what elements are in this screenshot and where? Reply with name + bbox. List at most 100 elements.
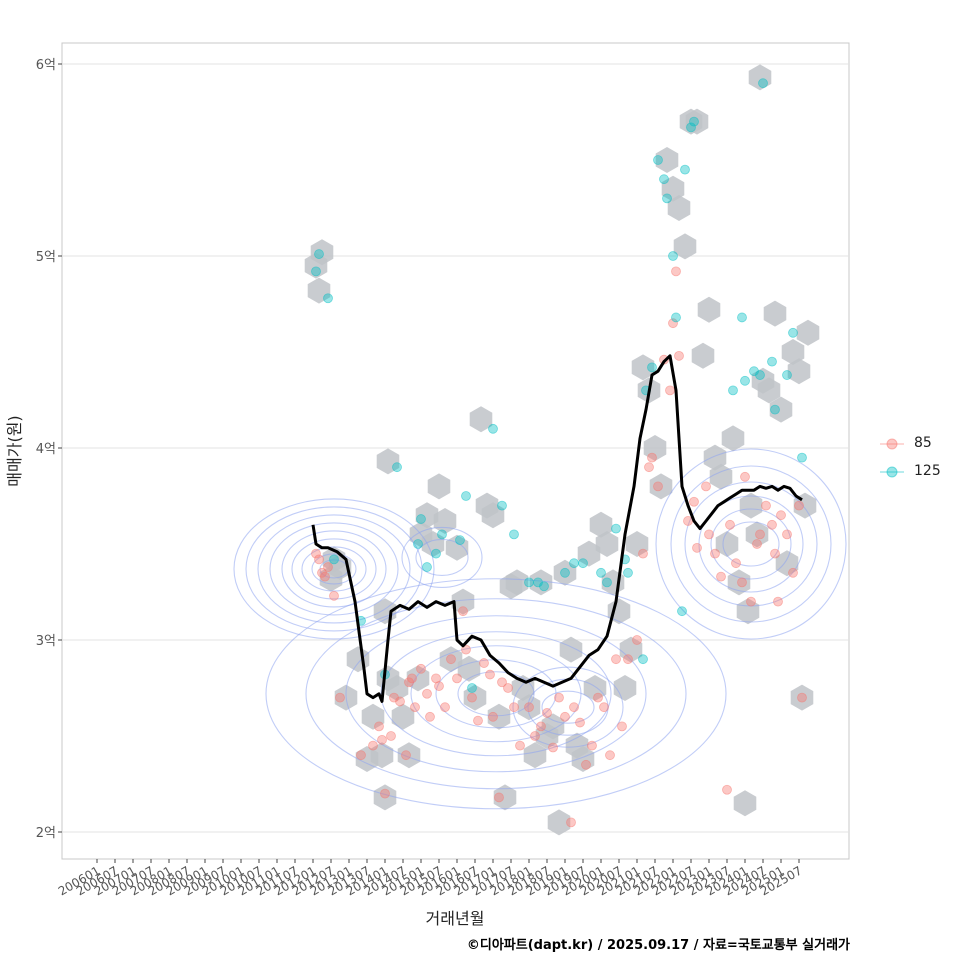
point-125 <box>737 312 747 323</box>
point-85 <box>611 654 621 665</box>
hexbin-cell <box>739 492 763 519</box>
point-125 <box>755 370 765 380</box>
hexbin-cell <box>445 534 469 561</box>
point-85 <box>335 692 345 703</box>
density-contour <box>265 578 727 810</box>
hexbin-cell <box>439 646 463 673</box>
density-contour <box>311 553 357 585</box>
hexbin-cell <box>427 473 451 500</box>
point-85 <box>389 692 399 703</box>
density-contour <box>655 448 847 640</box>
hexbin-cell <box>649 473 673 500</box>
legend-key-85-icon <box>880 438 904 450</box>
point-85 <box>716 571 726 582</box>
point-85 <box>674 350 684 361</box>
point-85 <box>797 692 807 703</box>
hexbin-cell <box>691 342 715 369</box>
point-125 <box>662 193 672 204</box>
hexbin-cell <box>376 448 400 475</box>
hexbin-cell <box>577 540 601 567</box>
point-125 <box>560 567 570 578</box>
point-85 <box>377 734 387 745</box>
point-85 <box>407 673 417 684</box>
point-85 <box>776 510 786 521</box>
point-125 <box>797 452 807 463</box>
point-85 <box>653 481 663 492</box>
hexbin-cell <box>697 296 721 323</box>
point-85 <box>542 708 552 718</box>
point-85 <box>737 577 747 588</box>
point-85 <box>638 548 648 559</box>
density-contour <box>710 508 792 580</box>
point-85 <box>473 715 483 726</box>
hexbin-cell <box>541 713 565 740</box>
point-85 <box>617 721 627 732</box>
point-125 <box>749 366 759 377</box>
point-85 <box>452 673 462 684</box>
hexbin-cell <box>505 569 529 596</box>
point-125 <box>569 558 579 569</box>
point-85 <box>587 740 597 751</box>
point-85 <box>722 784 732 795</box>
hexbin-cell <box>790 684 814 711</box>
point-85 <box>479 658 489 668</box>
point-85 <box>548 742 558 753</box>
point-85 <box>356 750 366 761</box>
point-125 <box>314 249 324 259</box>
point-125 <box>611 523 621 534</box>
point-85 <box>782 529 792 540</box>
point-85 <box>410 702 420 713</box>
density-contour <box>281 530 387 608</box>
point-125 <box>740 375 750 386</box>
point-85 <box>599 702 609 713</box>
density-contour <box>345 615 647 773</box>
point-125 <box>323 293 333 304</box>
point-125 <box>533 577 543 588</box>
y-tick-label: 5억 <box>36 250 56 265</box>
hexbin-cell <box>391 703 415 730</box>
hexbin-cell <box>709 463 733 490</box>
point-85 <box>416 663 426 674</box>
hexbin-cell <box>385 675 409 701</box>
point-85 <box>767 519 777 530</box>
y-tick-label: 4억 <box>36 442 56 457</box>
hexbin-cell <box>685 108 709 135</box>
legend-key-125-icon <box>880 466 904 478</box>
point-85 <box>623 654 633 665</box>
point-85 <box>770 548 780 559</box>
point-85 <box>401 750 411 761</box>
point-85 <box>536 721 546 732</box>
moving-average-line <box>311 354 803 703</box>
hexbin-cell <box>733 790 757 817</box>
point-85 <box>320 571 330 582</box>
density-contour <box>415 538 469 576</box>
point-85 <box>605 750 615 761</box>
scatter-points <box>311 78 807 828</box>
point-85 <box>458 606 468 617</box>
point-125 <box>728 385 738 396</box>
point-125 <box>770 404 780 415</box>
point-85 <box>329 590 339 601</box>
point-125 <box>782 370 792 380</box>
legend-label-85: 85 <box>914 435 932 451</box>
point-85 <box>671 266 681 277</box>
density-contour <box>541 690 595 724</box>
point-85 <box>593 692 603 703</box>
point-125 <box>311 266 321 277</box>
point-85 <box>434 681 444 691</box>
point-85 <box>560 711 570 722</box>
hexbin-cell <box>625 531 649 557</box>
point-125 <box>578 558 588 569</box>
point-85 <box>323 562 333 572</box>
point-85 <box>566 817 576 828</box>
hexbin-cell <box>763 300 787 327</box>
point-85 <box>515 740 525 751</box>
x-axis: 2006012006072007012007072008012008072009… <box>56 859 805 899</box>
point-125 <box>422 562 432 572</box>
point-125 <box>392 462 402 473</box>
point-125 <box>524 577 534 588</box>
hexbin-cell <box>397 742 421 769</box>
hexbin-cell <box>655 147 679 173</box>
hexbin-cell <box>571 746 595 772</box>
y-tick-label: 2억 <box>36 826 56 841</box>
